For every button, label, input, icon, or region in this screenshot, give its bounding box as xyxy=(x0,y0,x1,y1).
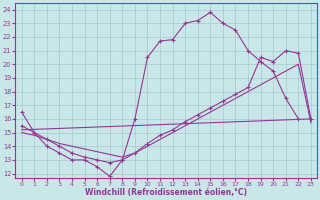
X-axis label: Windchill (Refroidissement éolien,°C): Windchill (Refroidissement éolien,°C) xyxy=(85,188,247,197)
